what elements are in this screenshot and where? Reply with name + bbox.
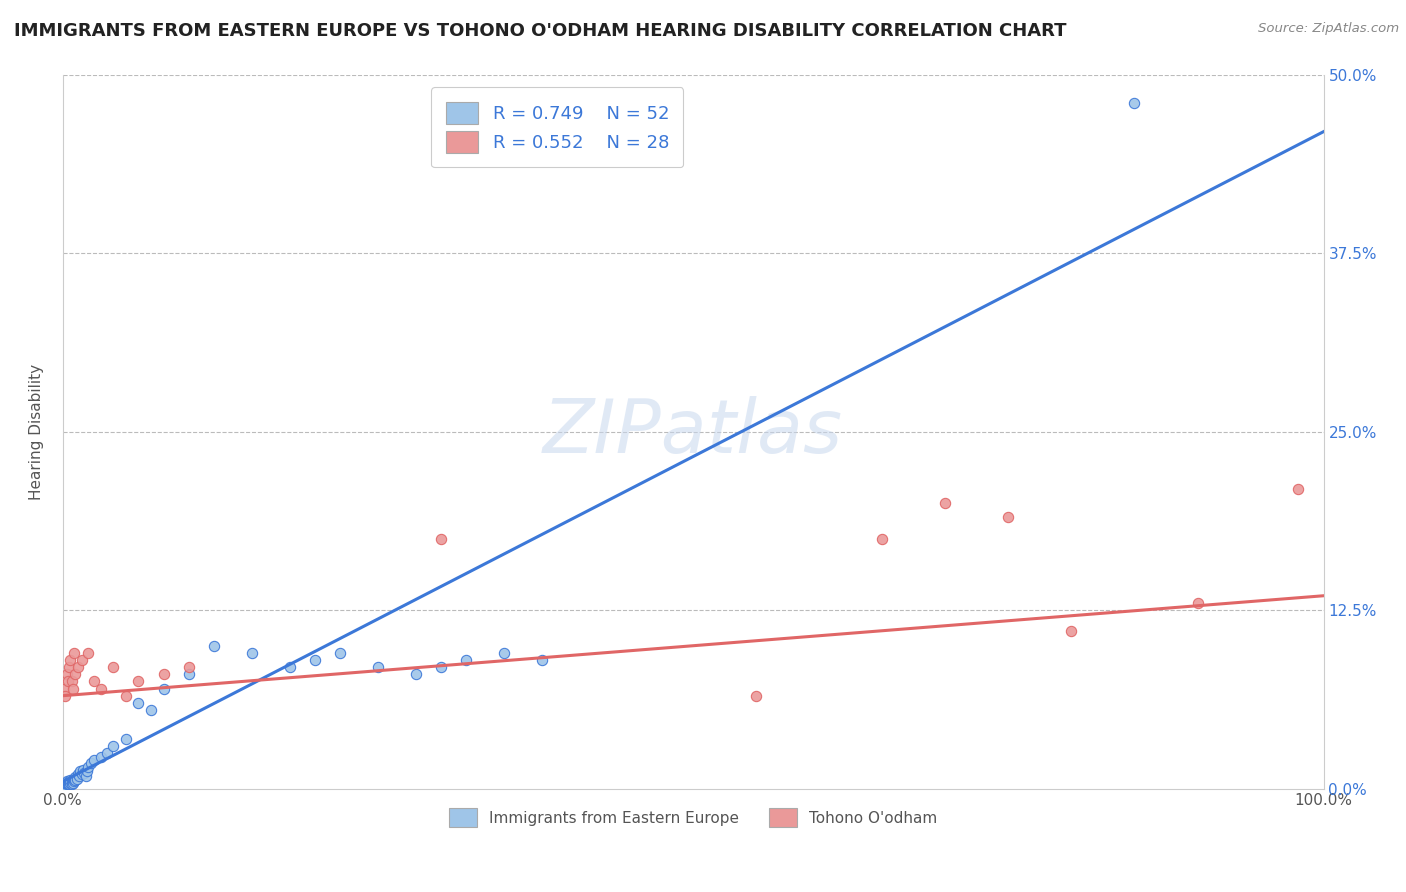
Text: IMMIGRANTS FROM EASTERN EUROPE VS TOHONO O'ODHAM HEARING DISABILITY CORRELATION : IMMIGRANTS FROM EASTERN EUROPE VS TOHONO… — [14, 22, 1067, 40]
Text: Source: ZipAtlas.com: Source: ZipAtlas.com — [1258, 22, 1399, 36]
Point — [152, 667, 174, 681]
Point — [70, 767, 93, 781]
Point — [1187, 596, 1209, 610]
Point — [66, 772, 89, 786]
Point — [934, 496, 956, 510]
Point — [77, 760, 100, 774]
Point — [53, 689, 76, 703]
Legend: Immigrants from Eastern Europe, Tohono O'odham: Immigrants from Eastern Europe, Tohono O… — [441, 800, 945, 834]
Point — [115, 689, 138, 703]
Point — [103, 660, 125, 674]
Point — [79, 756, 101, 770]
Point — [90, 681, 112, 696]
Point — [456, 653, 478, 667]
Point — [67, 769, 90, 783]
Point — [1060, 624, 1083, 639]
Point — [329, 646, 352, 660]
Point — [240, 646, 263, 660]
Point — [73, 765, 96, 780]
Point — [62, 681, 84, 696]
Point — [62, 776, 84, 790]
Point — [65, 772, 87, 787]
Point — [304, 653, 326, 667]
Point — [66, 767, 89, 781]
Point — [83, 674, 105, 689]
Point — [1286, 482, 1309, 496]
Point — [202, 639, 225, 653]
Point — [62, 772, 84, 787]
Point — [76, 764, 98, 779]
Text: ZIPatlas: ZIPatlas — [543, 395, 844, 467]
Point — [90, 750, 112, 764]
Point — [59, 776, 82, 790]
Point — [53, 779, 76, 793]
Point — [60, 774, 83, 789]
Point — [1123, 96, 1146, 111]
Point — [65, 667, 87, 681]
Point — [430, 532, 453, 546]
Point — [58, 660, 80, 674]
Point — [75, 769, 97, 783]
Point — [494, 646, 516, 660]
Point — [127, 696, 149, 710]
Point — [55, 774, 77, 789]
Point — [58, 777, 80, 791]
Point — [139, 703, 162, 717]
Point — [53, 776, 76, 790]
Point — [115, 731, 138, 746]
Point — [430, 660, 453, 674]
Point — [59, 653, 82, 667]
Point — [127, 674, 149, 689]
Point — [56, 776, 79, 790]
Point — [56, 777, 79, 791]
Point — [69, 764, 91, 779]
Point — [103, 739, 125, 753]
Point — [53, 779, 76, 793]
Point — [278, 660, 301, 674]
Point — [77, 646, 100, 660]
Point — [55, 667, 77, 681]
Point — [59, 772, 82, 787]
Point — [367, 660, 389, 674]
Point — [177, 667, 200, 681]
Point — [60, 777, 83, 791]
Point — [405, 667, 427, 681]
Point — [83, 753, 105, 767]
Point — [65, 770, 87, 784]
Point — [997, 510, 1019, 524]
Y-axis label: Hearing Disability: Hearing Disability — [30, 363, 44, 500]
Point — [152, 681, 174, 696]
Point — [63, 774, 86, 789]
Point — [53, 777, 76, 791]
Point — [53, 681, 76, 696]
Point — [66, 660, 89, 674]
Point — [63, 772, 86, 786]
Point — [58, 774, 80, 789]
Point — [70, 653, 93, 667]
Point — [60, 674, 83, 689]
Point — [530, 653, 553, 667]
Point — [63, 646, 86, 660]
Point — [72, 763, 94, 777]
Point — [55, 777, 77, 791]
Point — [745, 689, 768, 703]
Point — [56, 674, 79, 689]
Point — [96, 746, 118, 760]
Point — [177, 660, 200, 674]
Point — [872, 532, 894, 546]
